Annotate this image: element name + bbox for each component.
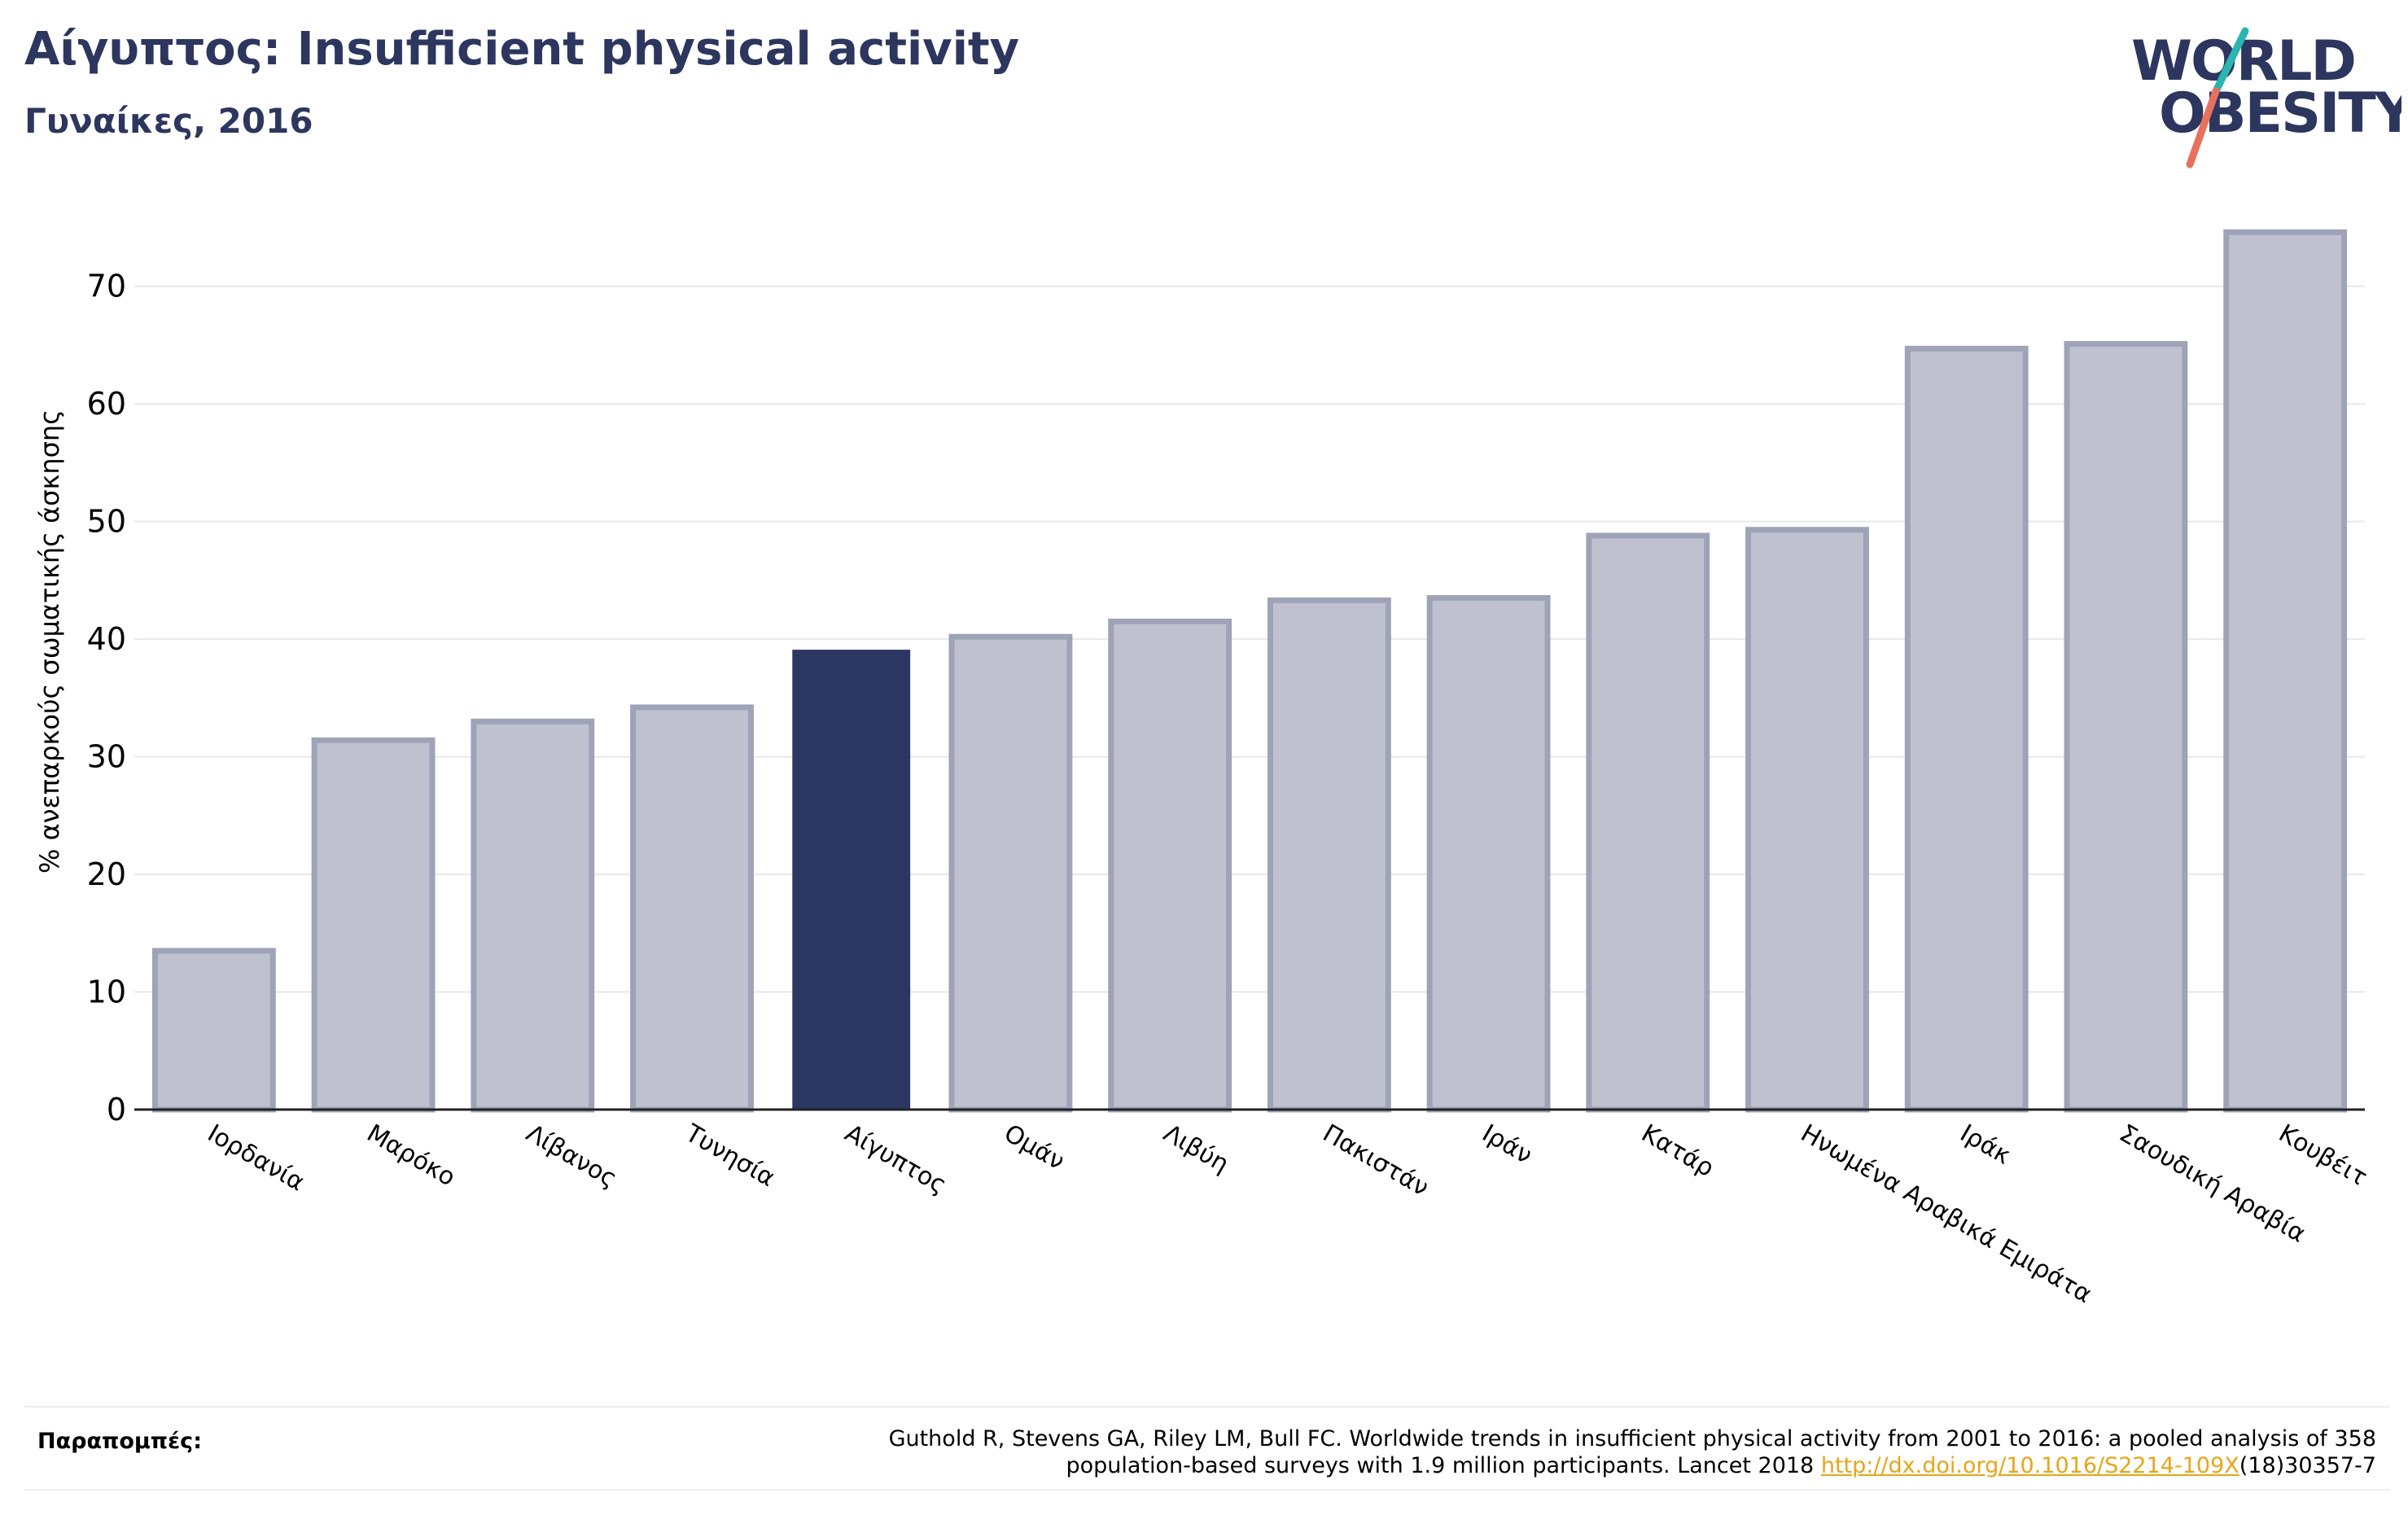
x-tick-label: Ιράν [1478, 1119, 1537, 1171]
y-tick-label: 10 [87, 974, 126, 1010]
bar-14 [2223, 229, 2348, 1113]
x-tick-label: Ιορδανία [203, 1119, 309, 1197]
x-tick-label: Ηνωμένα Αραβικά Εμιράτα [1796, 1119, 2096, 1309]
logo-slash-top [2212, 27, 2249, 95]
x-tick-label: Μαρόκο [362, 1119, 461, 1193]
reference-line-2: population-based surveys with 1.9 millio… [1066, 1453, 1821, 1478]
x-tick-label: Ομάν [999, 1119, 1069, 1176]
bars [151, 229, 2348, 1113]
bar-1 [151, 948, 276, 1113]
x-tick-label: Τυνησία [680, 1119, 780, 1193]
bar-chart: 0 10 20 30 40 50 60 70 Ιορδανία Μαρόκο Λίβανος Τυνη… [34, 229, 2372, 1309]
y-tick-label: 60 [87, 386, 126, 422]
bar-13 [2064, 340, 2188, 1113]
bar-11 [1745, 527, 1869, 1113]
x-tick-label: Λιβύη [1158, 1119, 1233, 1179]
bar-9 [1426, 595, 1551, 1113]
reference-line-1: Guthold R, Stevens GA, Riley LM, Bull FC… [888, 1426, 2376, 1451]
bar-3 [471, 718, 595, 1113]
world-obesity-logo: WORLD OBESITY [2131, 27, 2401, 169]
bar-7 [1108, 618, 1232, 1113]
y-tick-label: 30 [87, 739, 126, 775]
x-tick-label: Ιράκ [1955, 1119, 2016, 1171]
chart-title: Αίγυπτος: Insufficient physical activity [24, 23, 1020, 76]
y-tick-label: 50 [87, 504, 126, 540]
bar-10 [1586, 532, 1710, 1113]
x-tick-label: Λίβανος [521, 1119, 621, 1193]
reference-line-2-end: (18)30357-7 [2239, 1453, 2376, 1478]
references-label: Παραπομπές: [37, 1429, 202, 1454]
y-tick-label: 40 [87, 621, 126, 657]
bar-8 [1267, 597, 1391, 1113]
logo-slash-bottom [2186, 87, 2220, 169]
y-tick-label: 0 [107, 1092, 126, 1127]
x-tick-label: Κατάρ [1636, 1119, 1718, 1183]
bar-2 [311, 737, 436, 1113]
bar-5 [792, 650, 911, 1110]
bar-6 [948, 633, 1073, 1113]
doi-link[interactable]: http://dx.doi.org/10.1016/S2214-109X [1820, 1453, 2239, 1478]
bar-4 [630, 704, 754, 1113]
x-tick-label: Κουβέιτ [2274, 1119, 2372, 1193]
x-tick-label: Αίγυπτος [840, 1119, 952, 1200]
x-tick-label: Πακιστάν [1318, 1119, 1434, 1202]
chart-subtitle: Γυναίκες, 2016 [24, 101, 313, 141]
references-footer: Παραπομπές: Guthold R, Stevens GA, Riley… [24, 1406, 2389, 1491]
y-tick-label: 70 [87, 269, 126, 304]
references-text: Guthold R, Stevens GA, Riley LM, Bull FC… [667, 1425, 2376, 1479]
gridlines [134, 285, 2365, 993]
bar-12 [1904, 345, 2029, 1113]
y-axis-label: % ανεπαρκούς σωματικής άσκησης [34, 409, 65, 873]
y-tick-label: 20 [87, 856, 126, 892]
